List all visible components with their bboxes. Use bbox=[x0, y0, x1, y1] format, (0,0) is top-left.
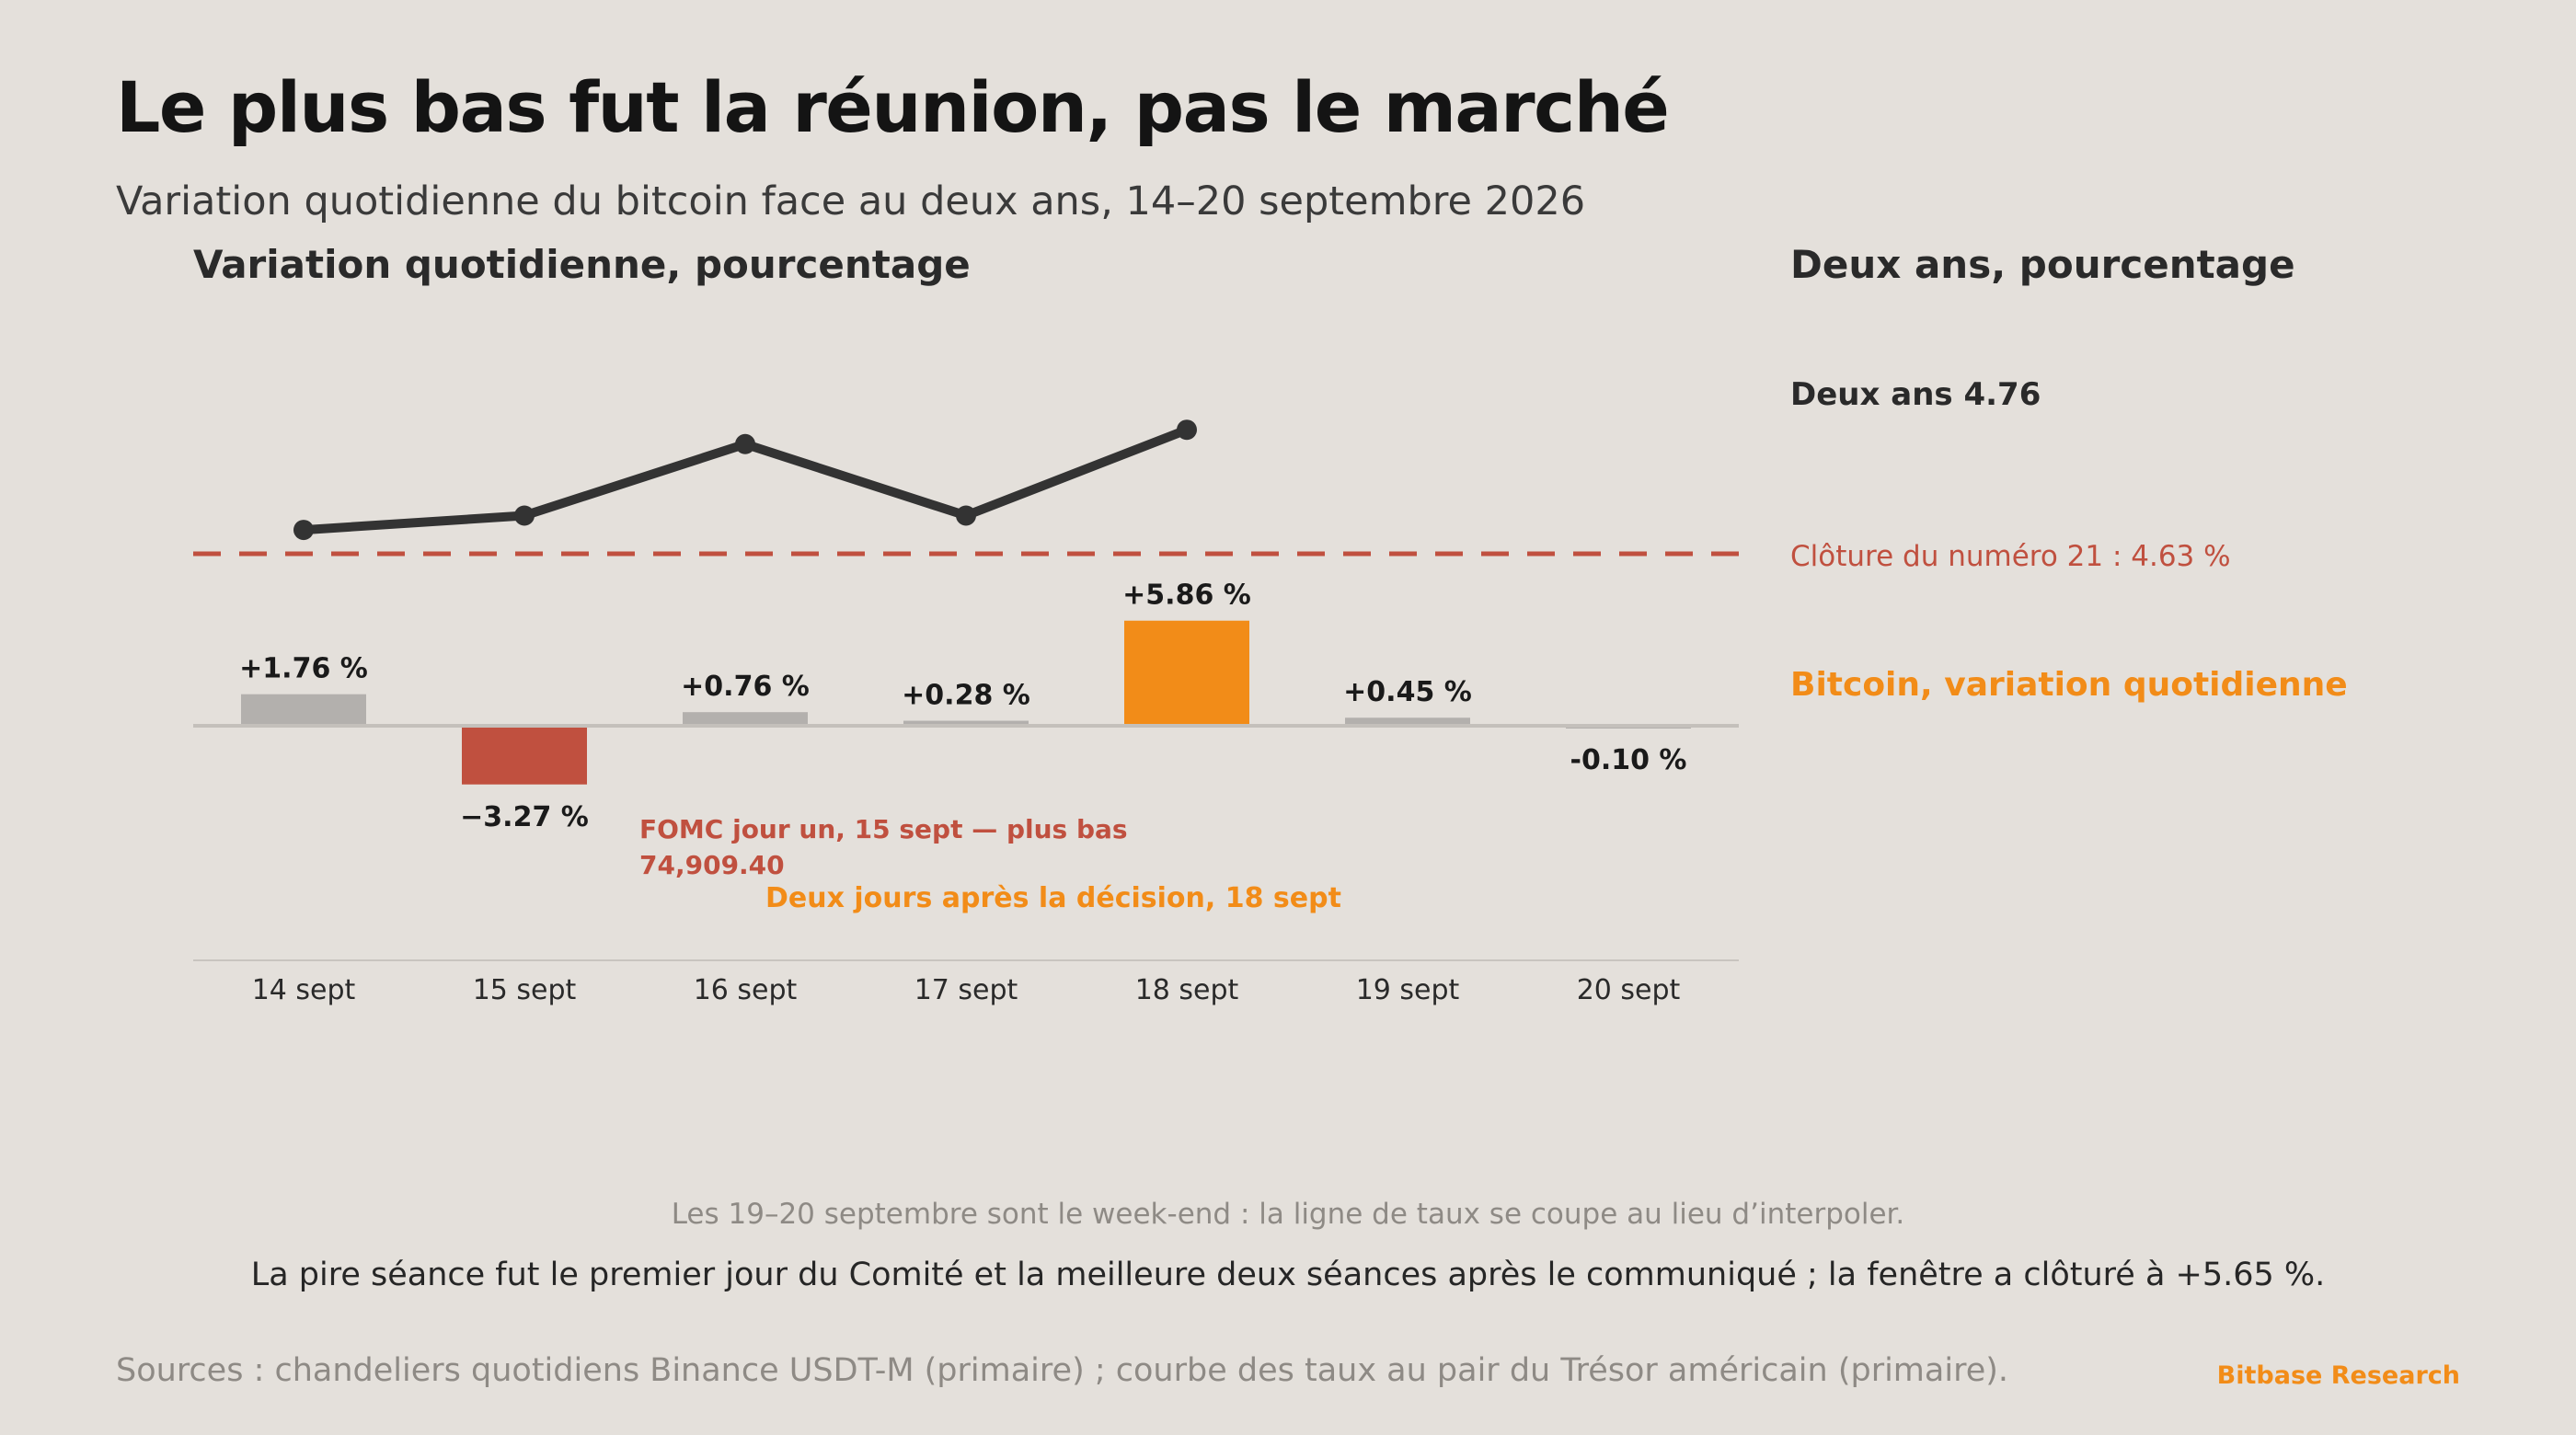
x-tick-label: 20 sept bbox=[1577, 974, 1681, 1006]
x-tick-label: 19 sept bbox=[1356, 974, 1460, 1006]
bar-data-label: +0.28 % bbox=[902, 680, 1030, 712]
sources-text: Sources : chandeliers quotidiens Binance… bbox=[116, 1352, 2009, 1389]
x-tick-label: 14 sept bbox=[252, 974, 356, 1006]
two-year-point bbox=[514, 505, 535, 526]
bar bbox=[1345, 718, 1470, 726]
x-tick-label: 17 sept bbox=[914, 974, 1018, 1006]
bar bbox=[683, 712, 808, 726]
x-tick-label: 15 sept bbox=[473, 974, 577, 1006]
bar-data-label: -0.10 % bbox=[1570, 744, 1687, 776]
two-year-point bbox=[1177, 419, 1197, 441]
x-tick-label: 18 sept bbox=[1135, 974, 1239, 1006]
summary-note: La pire séance fut le premier jour du Co… bbox=[250, 1257, 2326, 1293]
x-tick-label: 16 sept bbox=[694, 974, 798, 1006]
reference-label: Clôture du numéro 21 : 4.63 % bbox=[1790, 540, 2231, 573]
two-year-point bbox=[293, 520, 314, 541]
bar-data-label: +1.76 % bbox=[239, 653, 368, 685]
bar-data-label: +5.86 % bbox=[1122, 580, 1251, 612]
bar bbox=[241, 694, 366, 726]
bar-data-label: +0.45 % bbox=[1343, 676, 1472, 708]
bar bbox=[462, 726, 587, 785]
weekend-note: Les 19–20 septembre sont le week-end : l… bbox=[671, 1198, 1905, 1231]
chart-subtitle: Variation quotidienne du bitcoin face au… bbox=[116, 178, 1586, 224]
two-year-point bbox=[956, 505, 976, 526]
combo-chart: Variation quotidienne, pourcentage Deux a… bbox=[193, 242, 2348, 1006]
bar-data-label: +0.76 % bbox=[681, 671, 810, 703]
bar-data-label: −3.27 % bbox=[460, 801, 589, 833]
left-axis-title: Variation quotidienne, pourcentage bbox=[193, 242, 971, 287]
right-axis-title: Deux ans, pourcentage bbox=[1790, 242, 2295, 287]
bar bbox=[1124, 620, 1249, 726]
chart-title: Le plus bas fut la réunion, pas le march… bbox=[116, 66, 1670, 148]
bitcoin-series-label: Bitcoin, variation quotidienne bbox=[1790, 666, 2348, 704]
two-year-point bbox=[735, 433, 755, 454]
fomc-low-value: 74,909.40 bbox=[639, 850, 785, 880]
brand-label: Bitbase Research bbox=[2216, 1361, 2460, 1390]
fomc-annotation: FOMC jour un, 15 sept — plus bas bbox=[639, 814, 1128, 844]
two-year-end-label: Deux ans 4.76 bbox=[1790, 376, 2041, 413]
decision-annotation: Deux jours après la décision, 18 sept bbox=[765, 882, 1341, 914]
bar bbox=[903, 720, 1029, 726]
